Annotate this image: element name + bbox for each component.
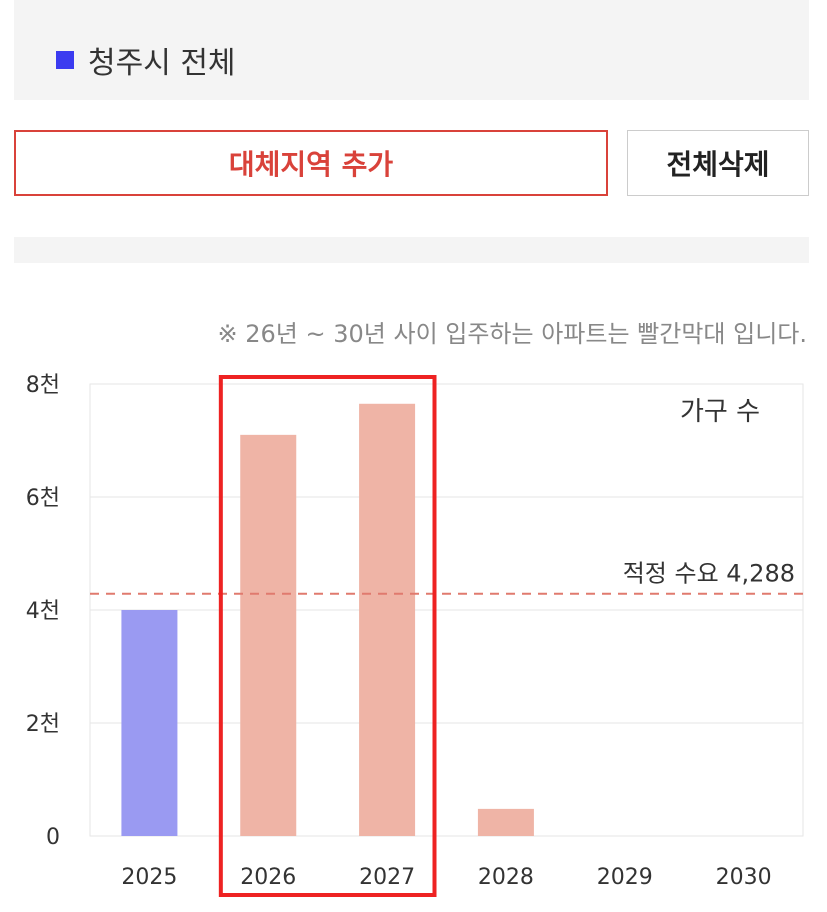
- y-tick-label: 6천: [26, 486, 60, 511]
- region-panel: [14, 0, 809, 100]
- y-tick-label: 2천: [26, 712, 60, 737]
- chart-note: ※ 26년 ~ 30년 사이 입주하는 아파트는 빨간막대 입니다.: [217, 320, 807, 348]
- add-alternative-region-button[interactable]: 대체지역 추가: [14, 130, 608, 196]
- highlight-box: [218, 375, 437, 897]
- bar-2028: [477, 808, 534, 836]
- reference-line-label: 적정 수요 4,288: [623, 560, 795, 588]
- clear-all-button[interactable]: 전체삭제: [627, 130, 809, 196]
- unit-label: 가구 수: [680, 397, 760, 427]
- x-tick-label: 2026: [240, 865, 296, 890]
- y-tick-label: 8천: [26, 373, 60, 398]
- region-label: 청주시 전체: [88, 46, 236, 81]
- x-tick-label: 2030: [716, 865, 772, 890]
- divider-panel: [14, 237, 809, 263]
- x-tick-label: 2027: [359, 865, 415, 890]
- x-tick-label: 2029: [597, 865, 653, 890]
- y-tick-label: 0: [46, 825, 60, 850]
- region-color-swatch: [56, 51, 74, 69]
- y-tick-label: 4천: [26, 599, 60, 624]
- bar-2027: [359, 403, 416, 836]
- region-entry: 청주시 전체: [56, 38, 236, 82]
- bar-2026: [240, 434, 297, 836]
- bar-2025: [121, 610, 178, 836]
- x-tick-label: 2028: [478, 865, 534, 890]
- x-tick-label: 2025: [121, 865, 177, 890]
